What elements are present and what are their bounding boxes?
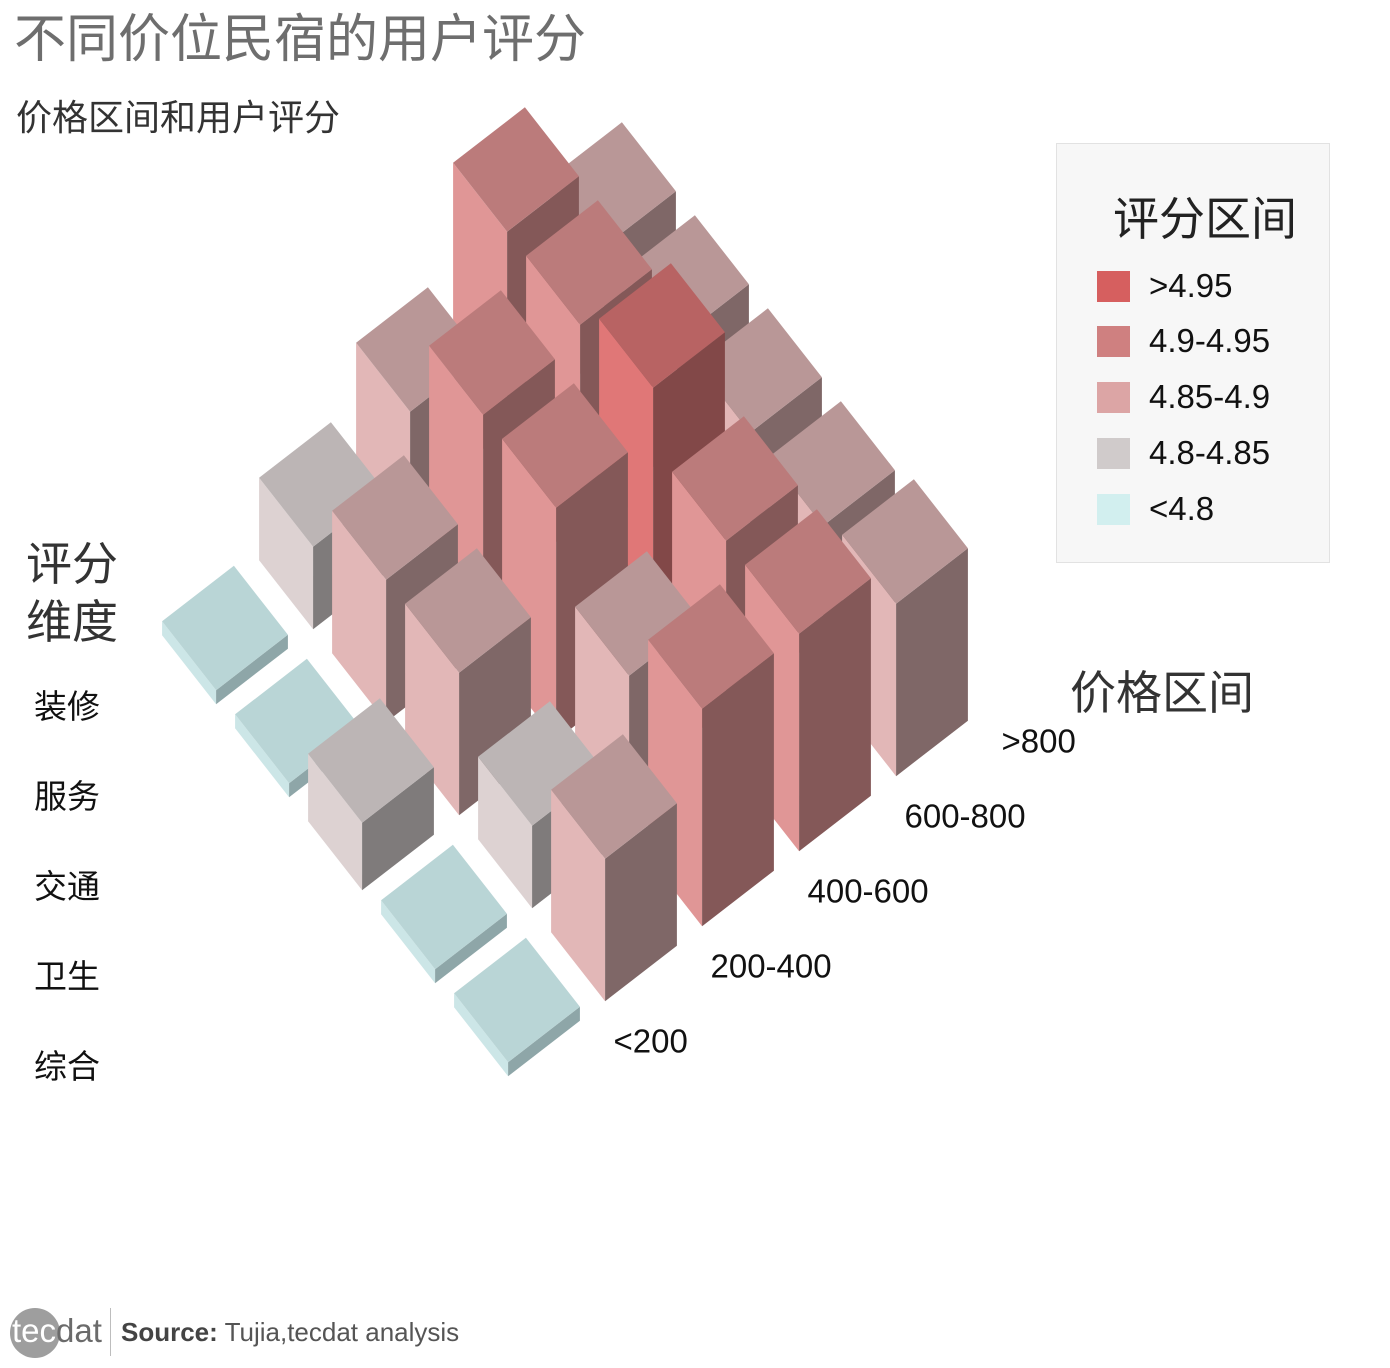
footer: tecdat Source: Tujia,tecdat analysis xyxy=(10,1304,459,1360)
bar-top-face xyxy=(769,401,895,526)
bar-top-face xyxy=(308,698,434,823)
tecdat-logo: tecdat xyxy=(10,1304,110,1360)
legend-swatch xyxy=(1097,493,1130,525)
bar-right-face xyxy=(435,913,507,984)
legend-title: 评分区间 xyxy=(1113,192,1297,246)
bar-left-face xyxy=(259,477,314,630)
bar-top-face xyxy=(842,479,968,604)
x-axis-title: 价格区间 xyxy=(1070,666,1254,720)
bar-right-face xyxy=(799,578,871,852)
y-tick-label: 服务 xyxy=(34,777,100,816)
bar-top-face xyxy=(526,200,652,325)
bar-top-face xyxy=(332,455,458,580)
bar-top-face xyxy=(259,422,385,547)
bar-left-face xyxy=(308,753,363,891)
bar-right-face xyxy=(216,634,288,705)
legend-item: <4.8 xyxy=(1097,490,1215,527)
x-tick-label: >800 xyxy=(1002,723,1076,760)
bar-top-face xyxy=(575,551,701,676)
bar-top-face xyxy=(429,290,555,415)
chart-title: 不同价位民宿的用户评分 xyxy=(14,10,587,70)
bar xyxy=(648,584,774,927)
bar-top-face xyxy=(648,584,774,709)
legend-item: >4.95 xyxy=(1097,267,1233,304)
x-tick-label: <200 xyxy=(614,1023,688,1060)
bar-top-face xyxy=(745,509,871,634)
bar-top-face xyxy=(405,548,531,673)
bar-left-face xyxy=(381,900,436,984)
bar-top-face xyxy=(356,287,482,412)
bar-top-face xyxy=(381,844,507,970)
bar-left-face xyxy=(551,789,606,1002)
logo-circle-icon xyxy=(10,1308,60,1358)
bar-right-face xyxy=(896,548,968,777)
bar-left-face xyxy=(332,510,387,723)
bar-top-face xyxy=(478,701,604,826)
bar xyxy=(308,698,434,891)
x-tick-label: 400-600 xyxy=(808,873,929,910)
bar-left-face xyxy=(454,993,509,1077)
source-label: Source: xyxy=(121,1316,218,1347)
legend-label: >4.95 xyxy=(1149,267,1233,304)
bar-right-face xyxy=(508,1006,580,1077)
bar-top-face xyxy=(454,937,580,1063)
legend-swatch xyxy=(1097,270,1130,302)
y-tick-label: 装修 xyxy=(34,687,100,726)
y-tick-label: 卫生 xyxy=(34,957,100,996)
legend-item: 4.9-4.95 xyxy=(1097,322,1271,359)
bar-top-face xyxy=(235,658,361,784)
bar-top-face xyxy=(696,308,822,433)
legend-swatch xyxy=(1097,325,1130,357)
bar-top-face xyxy=(551,734,677,859)
bar-top-face xyxy=(162,565,288,691)
legend-label: 4.8-4.85 xyxy=(1149,434,1271,471)
bar xyxy=(162,565,288,705)
bar xyxy=(381,844,507,984)
y-axis-title: 评分 维度 xyxy=(26,537,118,649)
logo-text: tecdat xyxy=(12,1312,102,1349)
y-tick-label: 交通 xyxy=(34,867,100,906)
legend-label: 4.85-4.9 xyxy=(1149,378,1271,415)
footer-divider xyxy=(110,1308,111,1356)
bar-left-face xyxy=(162,621,217,705)
y-tick-label: 综合 xyxy=(34,1047,100,1086)
legend-label: 4.9-4.95 xyxy=(1149,322,1271,359)
legend-item: 4.85-4.9 xyxy=(1097,378,1271,415)
bar xyxy=(454,937,580,1077)
bar-right-face xyxy=(702,653,774,927)
source-note: Source: Tujia,tecdat analysis xyxy=(121,1317,459,1348)
chart-subtitle: 价格区间和用户评分 xyxy=(16,98,341,139)
x-tick-label: 200-400 xyxy=(711,948,832,985)
bar-left-face xyxy=(478,756,533,909)
bar-right-face xyxy=(605,803,677,1002)
legend-label: <4.8 xyxy=(1149,490,1215,527)
source-text: Tujia,tecdat analysis xyxy=(224,1316,460,1347)
x-tick-label: 600-800 xyxy=(905,798,1026,835)
bar-left-face xyxy=(235,714,290,798)
bar-right-face xyxy=(362,767,434,891)
legend-swatch xyxy=(1097,437,1130,469)
legend: 评分区间 >4.95 4.9-4.95 4.85-4.9 4.8-4.85 <4… xyxy=(1056,143,1330,563)
bar-top-face xyxy=(502,383,628,508)
bar-top-face xyxy=(599,263,725,388)
legend-swatch xyxy=(1097,381,1130,413)
bar xyxy=(551,734,677,1002)
legend-item: 4.8-4.85 xyxy=(1097,434,1271,471)
bar-top-face xyxy=(672,416,798,541)
bar-top-face xyxy=(453,107,579,232)
